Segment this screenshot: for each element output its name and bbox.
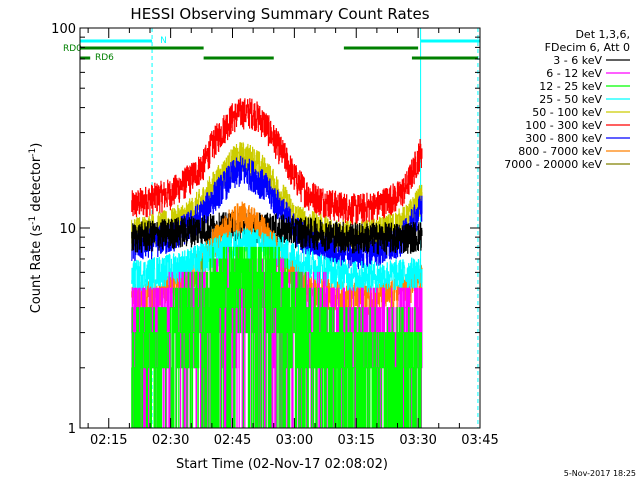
legend-header: Det 1,3,6, <box>575 28 630 41</box>
flag-bars: N RD0 RD6 <box>63 36 480 63</box>
legend-label: 25 - 50 keV <box>539 93 602 106</box>
legend-header: FDecim 6, Att 0 <box>545 41 630 54</box>
y-tick-label: 1 <box>68 422 76 437</box>
x-tick-label: 03:45 <box>461 433 498 448</box>
y-tick-label: 100 <box>51 22 76 37</box>
y-tick-label: 10 <box>59 222 76 237</box>
flag-label-rd6: RD6 <box>95 53 114 63</box>
legend-label: 7000 - 20000 keV <box>504 158 602 171</box>
x-axis-label: Start Time (02-Nov-17 02:08:02) <box>176 457 388 472</box>
legend-label: 6 - 12 keV <box>546 67 602 80</box>
legend-label: 3 - 6 keV <box>553 54 602 67</box>
x-tick-label: 03:00 <box>276 433 313 448</box>
flag-label-n: N <box>160 36 167 46</box>
series-layer <box>131 98 423 428</box>
axes: 1 10 100 02:15 02:30 02:45 03:00 03:15 03:30 03:4… <box>51 22 499 448</box>
series-12-25-kev <box>131 246 422 428</box>
x-tick-label: 03:30 <box>399 433 436 448</box>
legend-label: 12 - 25 keV <box>539 80 602 93</box>
legend-label: 800 - 7000 keV <box>518 145 602 158</box>
y-axis-label: Count Rate (s-1 detector-1) <box>28 143 44 314</box>
flag-label-rd0: RD0 <box>63 44 82 54</box>
legend-label: 50 - 100 keV <box>532 106 602 119</box>
legend-label: 100 - 300 keV <box>525 119 602 132</box>
series-100-300-kev <box>131 98 423 226</box>
x-tick-label: 02:30 <box>152 433 189 448</box>
chart-title: HESSI Observing Summary Count Rates <box>130 5 429 23</box>
x-tick-label: 03:15 <box>338 433 375 448</box>
legend-label: 300 - 800 keV <box>525 132 602 145</box>
x-tick-label: 02:15 <box>90 433 127 448</box>
x-tick-label: 02:45 <box>214 433 251 448</box>
footer-date: 5-Nov-2017 18:25 <box>564 469 636 478</box>
